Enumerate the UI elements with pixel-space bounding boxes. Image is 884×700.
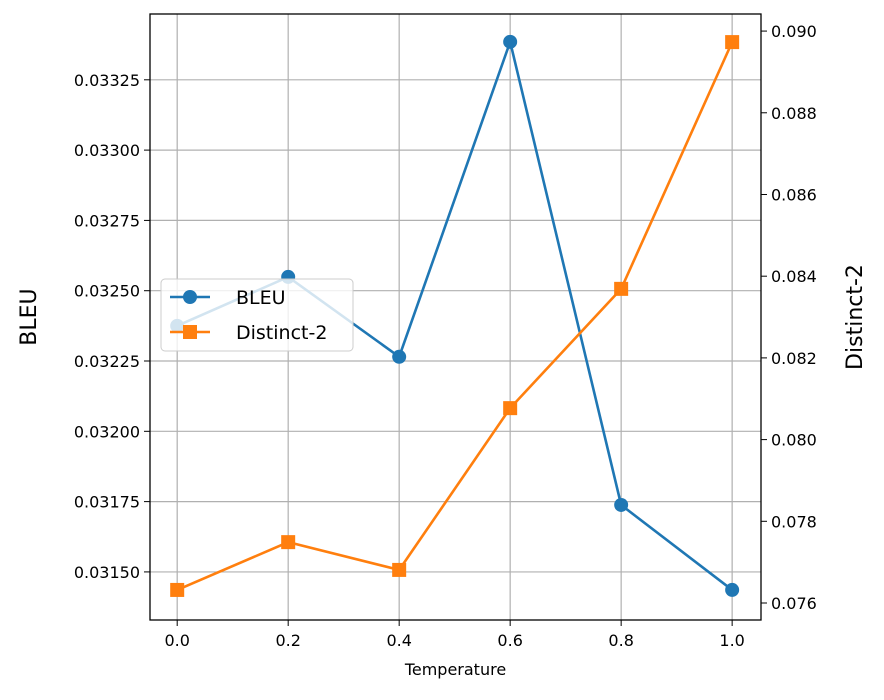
x-tick-label: 0.8 xyxy=(608,631,633,650)
y-left-tick-label: 0.03175 xyxy=(74,493,140,512)
legend-marker-bleu xyxy=(183,290,197,304)
y-left-tick-label: 0.03150 xyxy=(74,563,140,582)
legend-label: BLEU xyxy=(236,287,286,309)
plot-frame xyxy=(149,13,762,621)
y-left-tick-label: 0.03275 xyxy=(74,211,140,230)
y-right-tick-label: 0.080 xyxy=(771,431,817,450)
data-point-distinct-2 xyxy=(170,582,185,597)
data-point-bleu xyxy=(614,497,629,512)
y-right-tick-label: 0.078 xyxy=(771,512,817,531)
y-left-tick-label: 0.03200 xyxy=(74,422,140,441)
y-right-tick-label: 0.088 xyxy=(771,104,817,123)
series-line-distinct-2 xyxy=(176,41,734,592)
y-left-tick-label: 0.03300 xyxy=(74,141,140,160)
legend-label: Distinct-2 xyxy=(236,322,327,344)
data-point-bleu xyxy=(392,349,407,364)
y-left-tick-label: 0.03325 xyxy=(74,71,140,90)
data-point-distinct-2 xyxy=(614,281,629,296)
y-left-tick-label: 0.03250 xyxy=(74,282,140,301)
x-tick-label: 0.2 xyxy=(275,631,300,650)
data-point-distinct-2 xyxy=(725,35,740,50)
x-tick-label: 0.4 xyxy=(386,631,411,650)
legend-marker-distinct-2 xyxy=(183,325,197,339)
data-point-bleu xyxy=(725,582,740,597)
data-point-distinct-2 xyxy=(281,535,296,550)
x-axis-label: Temperature xyxy=(404,660,506,679)
x-tick-label: 0.0 xyxy=(164,631,189,650)
y-right-axis-label: Distinct-2 xyxy=(843,264,868,370)
y-right-tick-label: 0.086 xyxy=(771,185,817,204)
x-tick-label: 1.0 xyxy=(719,631,744,650)
data-point-bleu xyxy=(503,34,518,49)
data-point-distinct-2 xyxy=(503,401,518,416)
y-left-tick-label: 0.03225 xyxy=(74,352,140,371)
data-point-distinct-2 xyxy=(392,562,407,577)
y-left-axis-label: BLEU xyxy=(17,288,42,345)
y-right-tick-label: 0.082 xyxy=(771,349,817,368)
x-tick-label: 0.6 xyxy=(497,631,522,650)
y-right-tick-label: 0.076 xyxy=(771,594,817,613)
y-right-tick-label: 0.084 xyxy=(771,267,817,286)
y-right-tick-label: 0.090 xyxy=(771,22,817,41)
